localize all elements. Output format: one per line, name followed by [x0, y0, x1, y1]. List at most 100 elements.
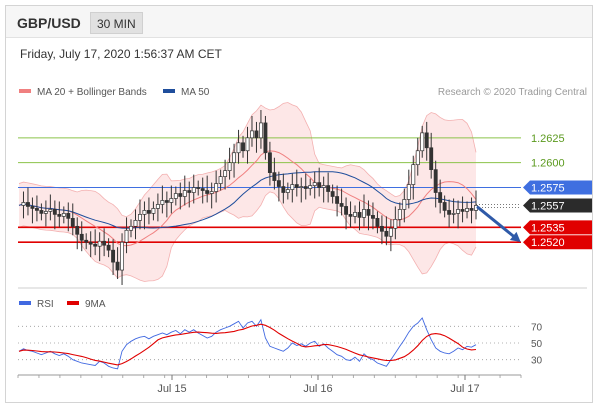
rsi-legend: RSI 9MA [19, 299, 106, 310]
candle-down-body [294, 184, 299, 188]
candle-down-body [375, 218, 380, 227]
candle [339, 188, 344, 216]
main-legend: MA 20 + Bollinger Bands MA 50 [19, 87, 210, 98]
candle-down-body [330, 191, 335, 197]
rsi-lines [18, 317, 477, 370]
candle-up-body [290, 184, 295, 190]
x-tick-label-1: Jul 16 [303, 383, 332, 395]
bollinger-upper [18, 102, 477, 218]
timeframe-badge[interactable]: 30 MIN [90, 12, 143, 34]
candle-down-body [348, 214, 353, 217]
candle [138, 199, 142, 230]
candle-up-body [456, 209, 461, 214]
candle [191, 174, 196, 204]
candle-down-body [371, 215, 375, 219]
candle [209, 182, 214, 209]
candle [258, 109, 263, 149]
candle [160, 185, 165, 214]
level-tag-text: 1.2535 [531, 222, 565, 234]
candle [263, 115, 268, 160]
x-tick-label-0: Jul 15 [157, 383, 186, 395]
candle-down-body [317, 182, 322, 188]
candle [285, 182, 290, 200]
candle [272, 157, 277, 190]
candle-down-body [79, 233, 84, 241]
candle-up-body [393, 219, 398, 229]
level-label-1.2600: 1.2600 [531, 158, 565, 170]
rsi-legend-label-0: RSI [37, 299, 54, 310]
rsi-legend-label-1: 9MA [85, 299, 106, 310]
candle-down-body [75, 225, 80, 235]
candle [93, 229, 98, 256]
candle-down-body [106, 244, 111, 251]
candle [97, 232, 102, 262]
candle-up-body [308, 185, 313, 189]
candle-down-body [187, 190, 192, 193]
candle [411, 155, 416, 200]
candle-up-body [236, 142, 241, 154]
candle-down-body [357, 212, 362, 218]
candle-down-body [267, 152, 272, 173]
candle [281, 173, 286, 204]
candle [232, 143, 237, 178]
candle [111, 239, 116, 276]
candle [456, 200, 461, 229]
candle [120, 233, 124, 285]
research-credit: Research © 2020 Trading Central [438, 87, 587, 98]
candle [241, 135, 245, 158]
candle-down-body [66, 213, 71, 219]
candle-down-body [263, 122, 268, 154]
rsi-tick-30: 30 [531, 356, 543, 367]
level-tag-1.2557: 1.2557 [523, 198, 592, 213]
candle-down-body [276, 180, 281, 187]
candle-up-body [362, 209, 366, 218]
candle-up-body [61, 213, 66, 217]
candle [353, 205, 357, 224]
candle [227, 147, 232, 180]
candle [312, 171, 317, 199]
candle [218, 169, 223, 191]
candle-down-body [366, 209, 371, 216]
candle [321, 176, 326, 203]
candle [52, 200, 57, 230]
candle-down-body [39, 210, 44, 214]
candle-down-body [442, 202, 447, 211]
candle [424, 121, 429, 161]
candle [393, 206, 398, 240]
candle [366, 200, 371, 231]
candle-up-body [142, 210, 147, 215]
level-tag-1.2575: 1.2575 [523, 180, 592, 195]
candle-up-body [397, 209, 402, 220]
rsi-ma-line [18, 323, 477, 366]
forecast-arrow-shaft [476, 205, 518, 240]
candle-up-body [151, 208, 156, 214]
candle [357, 201, 362, 231]
chart-timestamp: Friday, July 17, 2020 1:56:37 AM CET [20, 47, 222, 61]
candle-down-body [344, 206, 349, 215]
candle [39, 203, 44, 221]
rsi-grid: 70 50 30 [18, 322, 543, 367]
candle-up-body [451, 213, 456, 215]
candle [308, 178, 313, 196]
candle-up-body [285, 189, 290, 193]
candle [223, 159, 228, 190]
candle [303, 173, 308, 200]
chart-header: GBP/USD 30 MIN [6, 6, 592, 38]
candle-down-body [196, 187, 201, 189]
candle [155, 193, 160, 222]
level-tag-bg [523, 180, 592, 195]
candle [330, 184, 335, 204]
candle-up-body [169, 198, 174, 203]
candle-up-body [223, 170, 228, 177]
candle-down-body [205, 190, 210, 194]
level-tags: 1.2625 1.2600 1.2575 1.2557 1.2535 1.2520 [523, 133, 592, 250]
candle-down-body [254, 130, 259, 139]
x-tick-label-2: Jul 17 [450, 383, 479, 395]
candle-up-body [465, 208, 469, 212]
candle [406, 169, 411, 209]
candle-down-body [424, 132, 429, 149]
level-tag-text: 1.2575 [531, 183, 565, 195]
candle-up-body [299, 186, 304, 188]
level-tag-bg [523, 220, 592, 235]
rsi-tick-50: 50 [531, 339, 543, 350]
